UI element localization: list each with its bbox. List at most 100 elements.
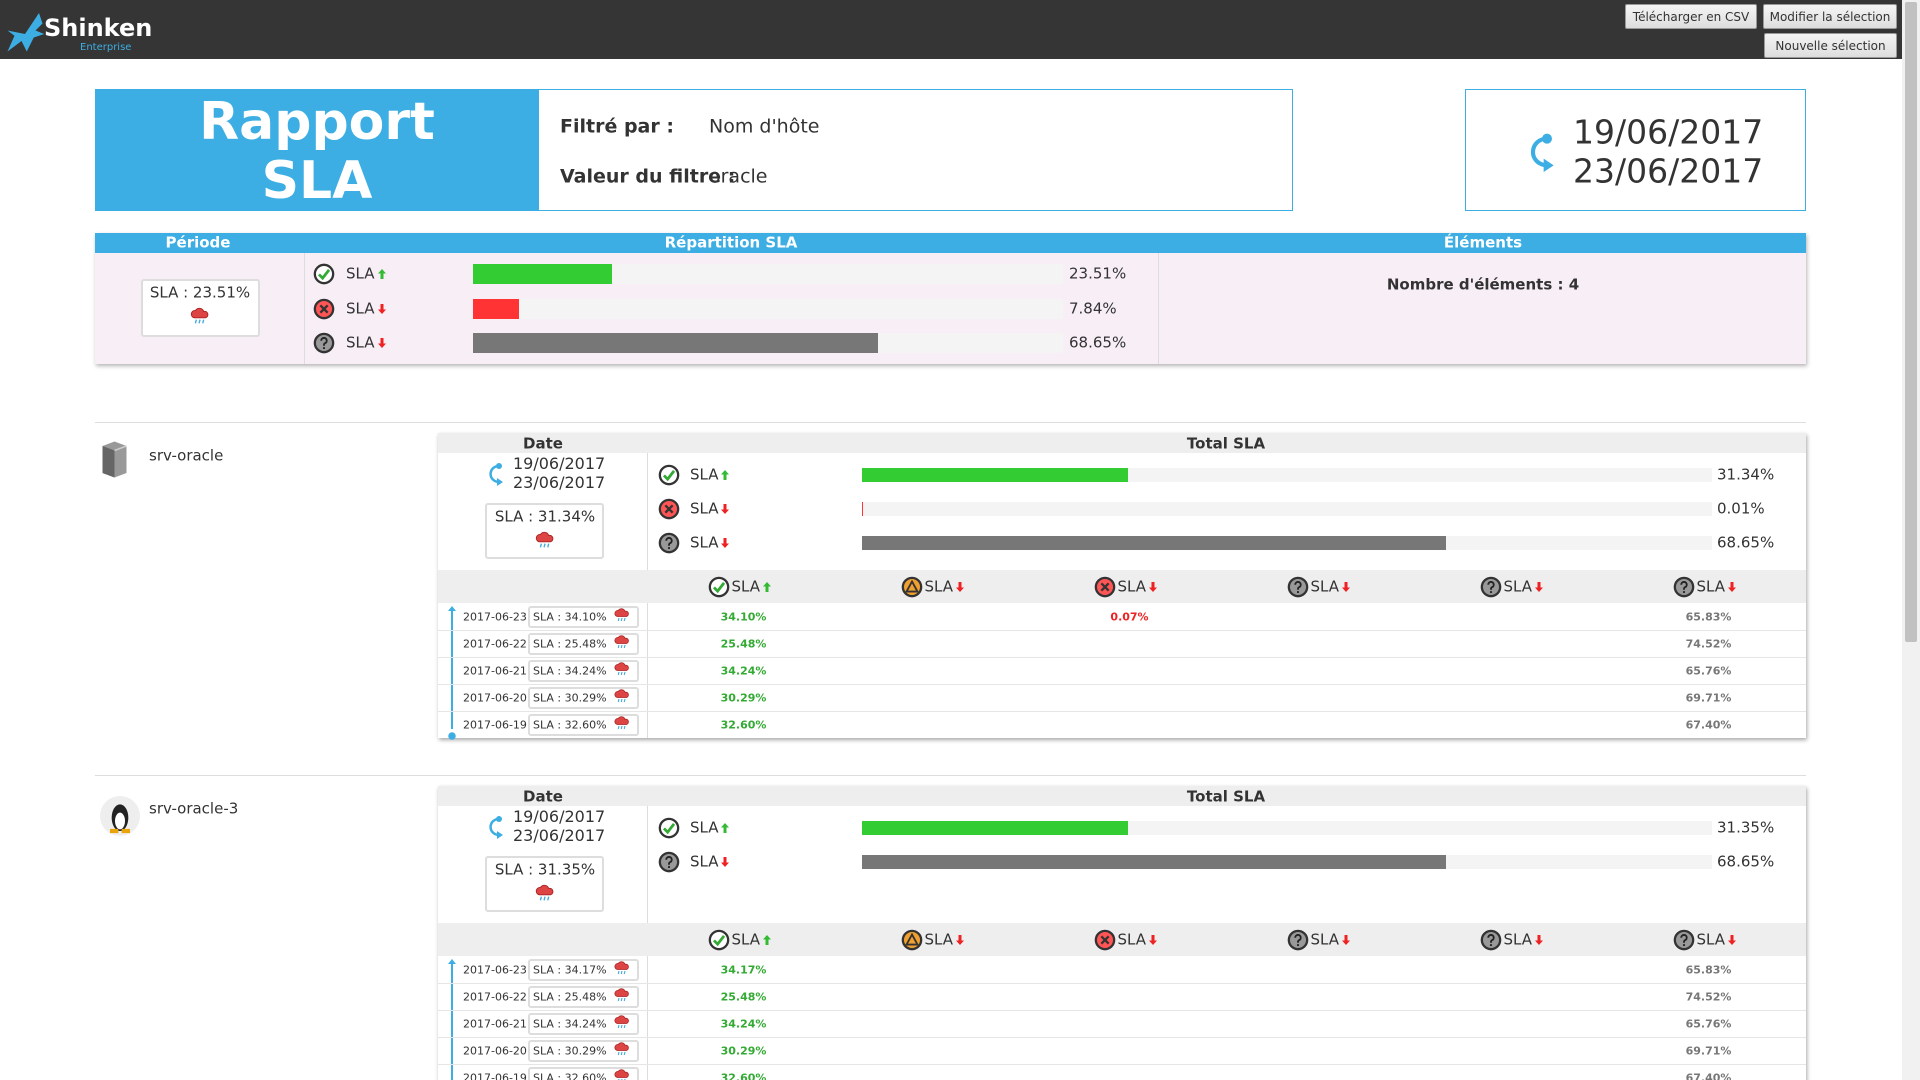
host-icon: [100, 796, 140, 836]
logo-edition: Enterprise: [80, 42, 132, 53]
status-icon: [313, 263, 335, 285]
status-icon: [708, 929, 729, 951]
host-sla: SLA : 31.35%: [494, 860, 596, 879]
sla-label: SLA: [690, 465, 719, 484]
header-button[interactable]: Nouvelle sélection: [1764, 33, 1897, 58]
bar-label: 31.35%: [1717, 818, 1775, 837]
header-button[interactable]: Télécharger en CSV: [1625, 4, 1757, 29]
status-icon: [658, 817, 680, 839]
trend-arrow: [1341, 582, 1350, 592]
trend-arrow: [378, 269, 386, 279]
day-sla-box: [528, 714, 639, 736]
host-sla: SLA : 31.34%: [494, 507, 596, 526]
header-button[interactable]: Modifier la sélection: [1763, 4, 1897, 29]
day-value: 74.52%: [1685, 990, 1732, 1004]
sla-label: SLA: [690, 499, 719, 518]
day-value: 65.83%: [1685, 963, 1732, 977]
day-sla: SLA : 34.24%: [533, 1017, 607, 1031]
weather-icon: [614, 608, 629, 622]
day-sla-box: [528, 1013, 639, 1035]
table-header: [438, 786, 1806, 806]
day-value: 34.17%: [720, 963, 767, 977]
host-name: srv-oracle: [149, 446, 224, 465]
date-range-icon: [489, 463, 503, 486]
status-icon: [658, 464, 680, 486]
trend-arrow: [1727, 582, 1736, 592]
bar-label: 7.84%: [1069, 299, 1117, 317]
row-line: [438, 630, 1806, 631]
total-header: Total SLA: [1186, 787, 1266, 806]
day-sla-box: [528, 1067, 639, 1080]
bar-track: [473, 264, 1063, 284]
separator: [95, 775, 1806, 776]
status-icon: [658, 851, 680, 873]
trend-arrow: [1534, 582, 1543, 592]
day-value: 34.10%: [720, 610, 767, 624]
day-date: 2017-06-22: [463, 637, 527, 651]
weather-icon: [614, 716, 629, 730]
status-icon: [1094, 929, 1115, 951]
day-value: 32.60%: [720, 1071, 767, 1080]
bar: [473, 333, 879, 353]
day-date: 2017-06-20: [463, 691, 527, 705]
status-icon: [1480, 929, 1501, 951]
row-line: [438, 657, 1806, 658]
column-label: SLA: [1503, 577, 1532, 596]
day-date: 2017-06-22: [463, 990, 527, 1004]
day-sla: SLA : 25.48%: [533, 990, 607, 1004]
status-icon: [313, 298, 335, 319]
summary-header: [95, 233, 1806, 253]
status-icon: [1673, 929, 1694, 951]
status-icon: [1673, 576, 1694, 598]
day-sla: SLA : 34.24%: [533, 664, 607, 678]
table-header: [438, 433, 1806, 453]
bar-track: [473, 298, 1063, 319]
bar-label: 68.65%: [1069, 333, 1127, 352]
column-label: SLA: [1310, 577, 1339, 596]
column-label: SLA: [1503, 930, 1532, 949]
sla-label: SLA: [690, 852, 719, 871]
day-sla-box: [528, 633, 639, 655]
end-date: 23/06/2017: [1573, 151, 1764, 191]
day-value: 65.76%: [1685, 664, 1732, 678]
day-date: 2017-06-19: [463, 718, 527, 732]
end-date: 23/06/2017: [513, 826, 606, 845]
day-value: 74.52%: [1685, 637, 1732, 651]
period-sla: SLA : 23.51%: [149, 283, 251, 302]
weather-icon: [535, 884, 554, 901]
bar-label: 31.34%: [1717, 465, 1775, 484]
columns-header: [438, 923, 1806, 956]
date-range-icon: [1530, 133, 1554, 172]
sla-label: SLA: [690, 818, 719, 837]
day-sla-box: [528, 687, 639, 709]
day-date: 2017-06-23: [463, 610, 527, 624]
day-sla-box: [528, 986, 639, 1008]
day-sla: SLA : 34.10%: [533, 610, 607, 624]
sla-label: SLA: [346, 333, 375, 352]
day-value: 69.71%: [1685, 1044, 1732, 1058]
summary-header-label: Période: [165, 233, 231, 252]
status-icon: [313, 332, 335, 354]
bar-label: 23.51%: [1069, 264, 1127, 283]
trend-arrow: [1148, 935, 1157, 945]
timeline-arrow: [448, 606, 456, 611]
timeline-arrow: [448, 959, 456, 964]
trend-arrow: [1148, 582, 1157, 592]
column-label: SLA: [1696, 577, 1725, 596]
sla-box: [485, 856, 604, 912]
day-value: 32.60%: [720, 718, 767, 732]
day-value: 0.07%: [1110, 610, 1149, 624]
weather-icon: [614, 1042, 629, 1056]
trend-arrow: [1534, 935, 1543, 945]
report-title-box: [95, 89, 539, 211]
weather-icon: [614, 988, 629, 1002]
filter-label: Filtré par :: [560, 115, 674, 138]
trend-arrow: [1341, 935, 1350, 945]
timeline: [451, 964, 453, 1080]
bar: [473, 264, 612, 284]
status-icon: [658, 498, 680, 520]
status-icon: [901, 929, 922, 951]
top-bar: [0, 0, 1920, 59]
day-value: 34.24%: [720, 1017, 767, 1031]
